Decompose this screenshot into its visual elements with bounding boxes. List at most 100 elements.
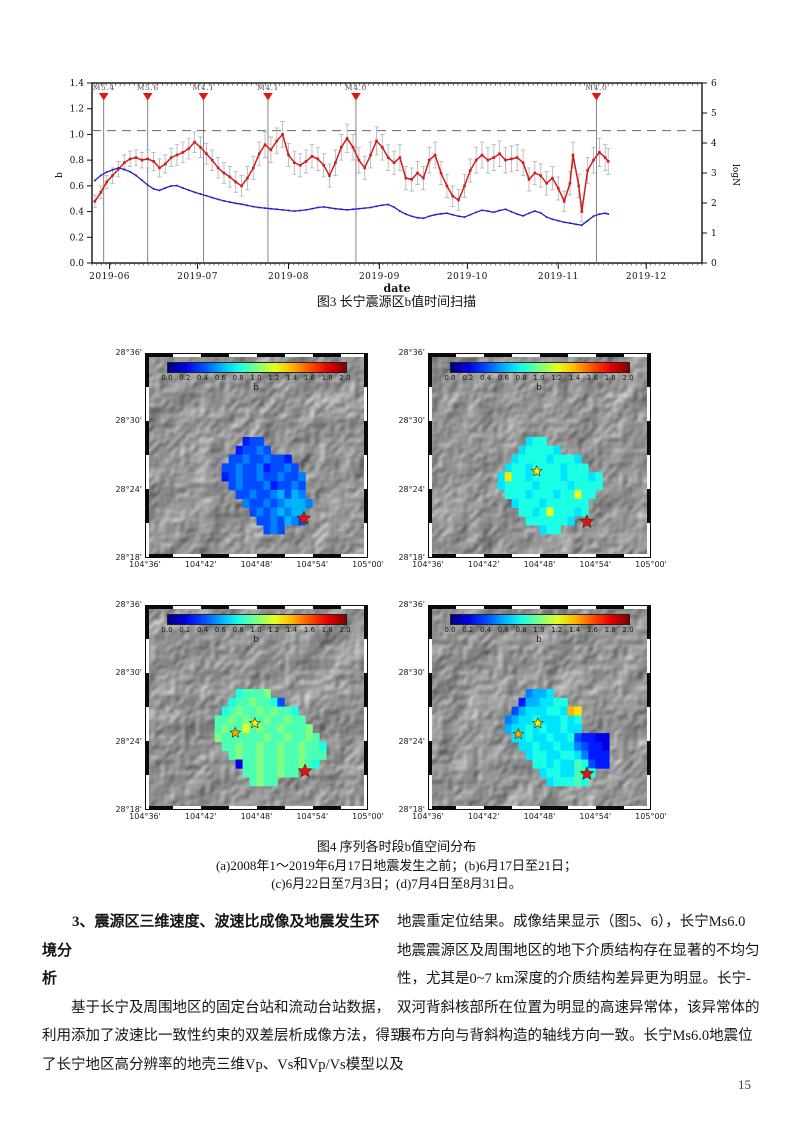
red-star-icon	[579, 766, 595, 781]
colorbar-tick: 1.6	[303, 626, 315, 634]
fig4-caption-line3: (c)6月22日至7月3日；(d)7月4日至8月31日。	[271, 876, 522, 891]
svg-text:M4.0: M4.0	[345, 83, 367, 92]
bvalue-patch-c	[214, 689, 327, 787]
longitude-tick: 104°48'	[240, 812, 273, 821]
map-frame	[428, 605, 432, 810]
colorbar-tick: 0.4	[197, 626, 209, 634]
latitude-tick: 28°24'	[398, 484, 425, 494]
svg-text:0.0: 0.0	[70, 259, 85, 269]
latitude-tick: 28°30'	[115, 668, 142, 678]
colorbar-tick: 0.0	[444, 374, 456, 382]
longitude-tick: 104°54'	[579, 812, 612, 821]
colorbar-tick: 1.2	[268, 626, 280, 634]
svg-text:2019-08: 2019-08	[268, 272, 309, 282]
colorbar-tick: 0.4	[480, 374, 492, 382]
colorbar-tick: 0.8	[232, 626, 244, 634]
svg-text:date: date	[384, 282, 411, 295]
svg-text:2019-12: 2019-12	[626, 272, 667, 282]
svg-text:1.2: 1.2	[70, 105, 84, 115]
longitude-tick: 104°54'	[296, 560, 329, 569]
map-frame	[145, 353, 368, 558]
map-frame	[428, 353, 651, 357]
fig3-chart-svg: 0.0 0.2 0.4 0.6 0.8 1.0 1.2 1.4 0 1 2 3 4 5 6 2019-06 20…	[55, 79, 740, 295]
map-frame	[145, 605, 368, 810]
colorbar-tick: 0.6	[214, 626, 226, 634]
colorbar-tick: 2.0	[339, 626, 351, 634]
colorbar	[450, 362, 630, 373]
yellow-star-icon	[530, 464, 543, 477]
svg-text:3: 3	[711, 169, 717, 179]
red-star-icon	[297, 763, 313, 778]
svg-text:0.6: 0.6	[70, 182, 85, 192]
svg-text:4: 4	[711, 139, 717, 149]
colorbar-label: b	[536, 635, 542, 645]
latitude-tick: 28°24'	[398, 736, 425, 746]
longitude-tick: 104°36'	[129, 560, 161, 569]
longitude-tick: 104°42'	[467, 560, 500, 569]
colorbar-tick: 2.0	[339, 374, 351, 382]
svg-text:M4.1: M4.1	[257, 83, 279, 92]
colorbar-tick: 1.4	[286, 626, 298, 634]
colorbar-label: b	[253, 635, 259, 645]
longitude-tick: 105°00'	[635, 560, 667, 569]
longitude-tick: 104°42'	[467, 812, 500, 821]
colorbar-tick: 1.6	[586, 374, 598, 382]
colorbar-tick: 1.8	[604, 374, 616, 382]
svg-text:0.8: 0.8	[70, 156, 85, 166]
colorbar-tick: 2.0	[622, 374, 634, 382]
colorbar	[167, 362, 347, 373]
svg-text:M5.6: M5.6	[137, 83, 159, 92]
colorbar	[450, 614, 630, 625]
longitude-tick: 104°42'	[184, 560, 217, 569]
latitude-tick: 28°18'	[398, 553, 425, 562]
section-heading-line1: 3、震源区三维速度、波速比成像及地震发生环境分	[42, 914, 380, 959]
map-frame	[428, 806, 651, 810]
svg-text:2019-10: 2019-10	[447, 272, 488, 282]
svg-text:0: 0	[711, 259, 717, 269]
latitude-tick: 28°30'	[115, 416, 142, 426]
bvalue-patch-b	[497, 437, 603, 535]
longitude-tick: 105°00'	[352, 560, 384, 569]
svg-text:M4.0: M4.0	[585, 83, 607, 92]
right-column: 地震重定位结果。成像结果显示（图5、6），长宁Ms6.0 地震震源区及周围地区的地…	[397, 908, 760, 1051]
map-frame	[364, 605, 368, 810]
svg-text:M4.1: M4.1	[192, 83, 214, 92]
colorbar-tick: 0.8	[515, 374, 527, 382]
colorbar-tick: 1.6	[303, 374, 315, 382]
svg-text:2019-09: 2019-09	[359, 272, 400, 282]
longitude-tick: 104°54'	[296, 812, 329, 821]
map-frame	[145, 806, 368, 810]
map-frame	[145, 605, 149, 810]
section-heading-line2: 析	[42, 971, 58, 987]
fig4-captions: 图4 序列各时段b值空间分布 (a)2008年1～2019年6月17日地震发生之…	[0, 838, 793, 894]
colorbar-tick: 1.8	[604, 626, 616, 634]
map-frame	[428, 353, 651, 558]
longitude-tick: 105°00'	[635, 812, 667, 821]
map-panel-a: 0.0 0.2 0.4 0.6 0.8 1.0 1.2 1.4 1.6 1.8 2.0 b 28°36'…	[115, 348, 383, 569]
colorbar-tick: 0.6	[214, 374, 226, 382]
page-number: 15	[738, 1077, 751, 1092]
map-frame	[364, 353, 368, 558]
latitude-tick: 28°36'	[115, 348, 142, 357]
colorbar-tick: 0.4	[480, 626, 492, 634]
colorbar-tick: 0.8	[515, 626, 527, 634]
bvalue-patch-a	[221, 437, 313, 535]
longitude-tick: 104°48'	[240, 560, 273, 569]
colorbar-tick: 0.2	[462, 374, 474, 382]
latitude-tick: 28°24'	[115, 484, 142, 494]
orange-star-icon	[229, 726, 242, 738]
svg-text:6: 6	[711, 79, 717, 89]
svg-text:M5.4: M5.4	[93, 83, 115, 92]
fig4-caption-title: 图4 序列各时段b值空间分布	[316, 839, 477, 854]
map-panel-c: 0.0 0.2 0.4 0.6 0.8 1.0 1.2 1.4 1.6 1.8 2.0 b 28°36'…	[115, 600, 383, 821]
map-frame	[145, 605, 368, 609]
colorbar-tick: 1.2	[551, 626, 563, 634]
colorbar-tick: 1.0	[533, 374, 545, 382]
latitude-tick: 28°36'	[398, 348, 425, 357]
colorbar-tick: 1.8	[321, 626, 333, 634]
map-frame	[428, 554, 651, 558]
svg-text:2: 2	[711, 199, 717, 209]
svg-text:1.0: 1.0	[70, 130, 85, 140]
longitude-tick: 104°36'	[129, 812, 161, 821]
